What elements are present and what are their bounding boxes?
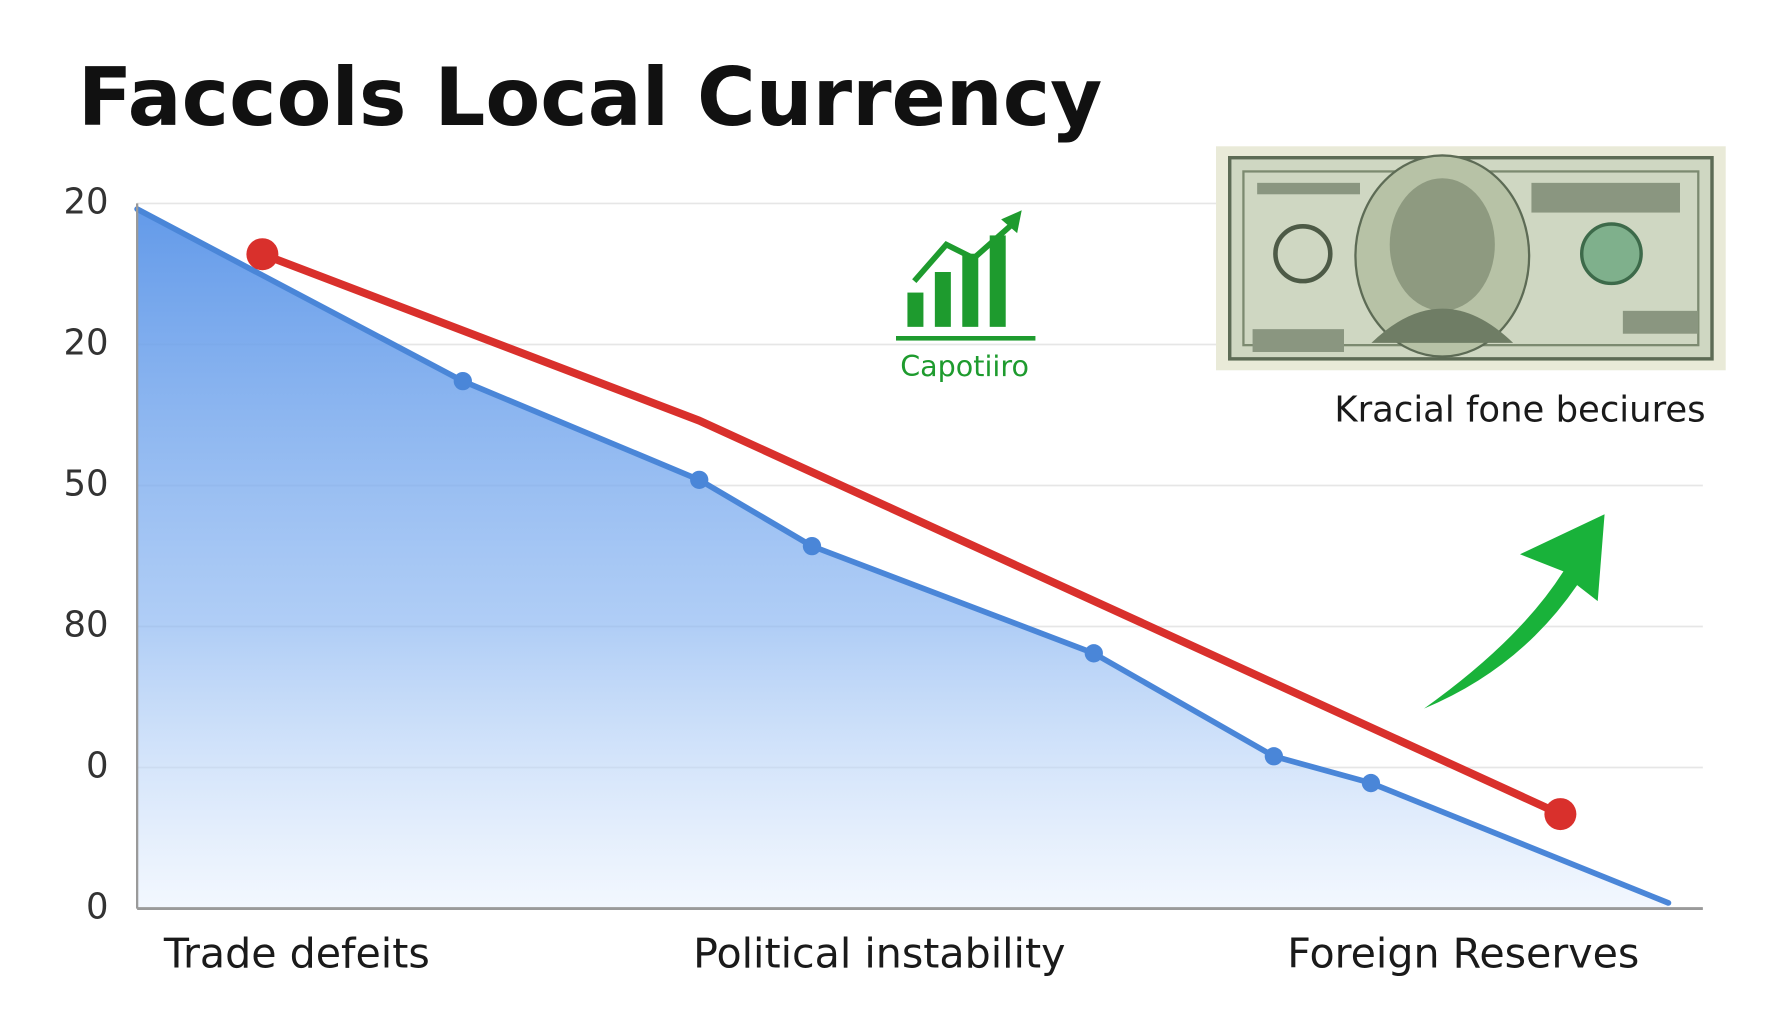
x-tick-label: Foreign Reserves — [1287, 930, 1639, 978]
data-point — [1264, 747, 1283, 766]
arrow-icon — [1424, 514, 1605, 709]
y-tick-label: 20 — [64, 322, 109, 363]
y-tick-label: 50 — [64, 463, 109, 504]
x-tick-label: Trade defeits — [163, 930, 430, 978]
chart-title: Faccols Local Currency — [78, 51, 1103, 144]
data-point — [453, 371, 472, 391]
data-line — [134, 206, 1672, 906]
data-point — [802, 536, 822, 556]
annotation: Kracial fone beciures — [1334, 389, 1705, 430]
y-tick-label: 20 — [64, 181, 109, 222]
x-tick-label: Political instability — [693, 930, 1065, 978]
area-fill — [137, 209, 1669, 909]
y-tick-label: 80 — [64, 605, 109, 646]
data-point — [246, 238, 279, 271]
data-line — [258, 250, 1565, 819]
y-tick-label: 0 — [86, 746, 109, 787]
y-tick-label: 0 — [86, 887, 109, 928]
data-point — [690, 470, 709, 489]
annotation: Capotiiro — [900, 349, 1029, 383]
data-point — [1084, 644, 1103, 663]
data-point — [1544, 798, 1577, 831]
bar-chart-icon — [896, 210, 1036, 341]
data-point — [1361, 773, 1381, 793]
plot-area: 0 0 80 50 20 20 Trade defeits Political instabi… — [64, 181, 1703, 978]
banknote-image — [1216, 146, 1726, 371]
